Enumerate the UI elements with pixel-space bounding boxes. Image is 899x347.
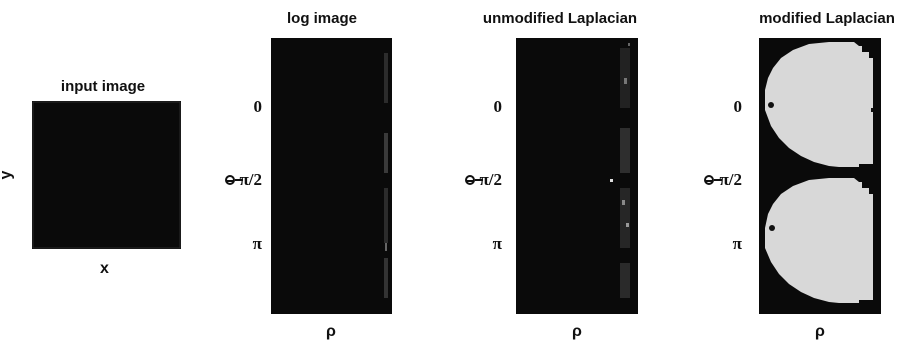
rho-axis-label-unmod: ρ xyxy=(572,323,582,340)
log-image xyxy=(271,38,392,314)
ytick-pi-unmod: π xyxy=(492,234,502,253)
theta-axis-line xyxy=(714,179,722,181)
unmodified-laplacian-image xyxy=(516,38,638,314)
panel-title-unmod: unmodified Laplacian xyxy=(482,10,638,27)
input-image xyxy=(32,101,181,249)
theta-axis-icon xyxy=(704,175,714,185)
theta-axis-icon xyxy=(225,175,235,185)
rho-axis-label-mod: ρ xyxy=(815,323,825,340)
theta-axis-icon xyxy=(465,175,475,185)
x-axis-label: x xyxy=(100,260,109,277)
ytick-pi2-unmod: π/2 xyxy=(479,170,502,189)
unmodified-laplacian-graphic xyxy=(516,38,638,314)
ytick-0-log: 0 xyxy=(253,97,263,116)
theta-axis-line xyxy=(475,179,483,181)
ytick-0-unmod: 0 xyxy=(493,97,503,116)
log-image-graphic xyxy=(271,38,392,314)
ytick-pi2-mod: π/2 xyxy=(719,170,742,189)
modified-laplacian-image xyxy=(759,38,881,314)
rho-axis-label-log: ρ xyxy=(326,323,336,340)
ytick-pi-mod: π xyxy=(732,234,742,253)
panel-title-mod: modified Laplacian xyxy=(759,10,895,27)
input-image-graphic xyxy=(32,101,181,249)
ytick-pi2-log: π/2 xyxy=(239,170,262,189)
ytick-0-mod: 0 xyxy=(733,97,743,116)
modified-laplacian-graphic xyxy=(759,38,881,314)
theta-axis-line xyxy=(235,179,243,181)
panel-title-log: log image xyxy=(286,10,357,27)
ytick-pi-log: π xyxy=(252,234,262,253)
y-axis-label: y xyxy=(0,171,15,180)
panel-title-input: input image xyxy=(60,78,146,95)
